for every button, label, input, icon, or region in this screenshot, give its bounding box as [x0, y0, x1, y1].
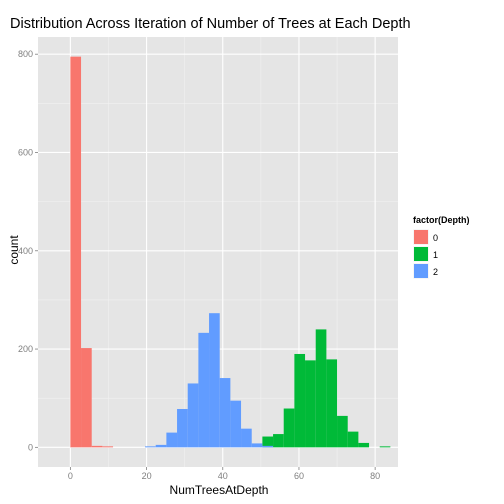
histogram-bar	[102, 446, 114, 448]
x-tick-label: 0	[68, 471, 73, 481]
y-axis-ticks: 0 200 400 600 800	[18, 49, 38, 452]
histogram-bar	[305, 360, 316, 448]
histogram-bar	[230, 400, 242, 448]
y-axis-title: count	[7, 235, 21, 265]
histogram-bar	[347, 431, 359, 448]
histogram-bar	[187, 383, 199, 448]
histogram-bar	[283, 408, 295, 448]
histogram-bar	[198, 332, 210, 448]
histogram-bar	[177, 409, 188, 448]
legend-title: factor(Depth)	[413, 215, 470, 225]
histogram-bar	[81, 348, 92, 448]
histogram-bar	[209, 313, 220, 448]
y-tick-label: 800	[18, 49, 33, 59]
x-axis-title: NumTreesAtDepth	[170, 483, 269, 497]
histogram-bar	[166, 432, 178, 448]
histogram-bar	[337, 415, 348, 448]
grid-minor	[38, 37, 398, 467]
legend-key-swatch	[414, 230, 428, 244]
histogram-bar	[294, 353, 306, 448]
legend-key-swatch	[414, 264, 428, 278]
legend: factor(Depth) 0 1 2	[412, 215, 470, 280]
y-tick-label: 600	[18, 147, 33, 157]
histogram-bar	[326, 359, 338, 448]
histogram-bar	[91, 445, 103, 448]
histogram-bar	[262, 445, 274, 448]
histogram-bar	[155, 444, 167, 448]
y-tick-label: 400	[18, 246, 33, 256]
legend-label: 2	[433, 267, 438, 277]
y-tick-label: 200	[18, 344, 33, 354]
x-axis-ticks: 0 20 40 60 80	[68, 467, 380, 481]
legend-label: 1	[433, 250, 438, 260]
legend-key-swatch	[414, 247, 428, 261]
histogram-bar	[241, 428, 252, 448]
histogram-bar	[251, 443, 263, 448]
x-tick-label: 20	[142, 471, 152, 481]
chart-title: Distribution Across Iteration of Number …	[10, 16, 411, 32]
bars	[70, 56, 391, 448]
histogram-bar	[315, 329, 327, 448]
legend-label: 0	[433, 233, 438, 243]
x-tick-label: 80	[370, 471, 380, 481]
x-tick-label: 40	[218, 471, 228, 481]
histogram-bar	[262, 436, 274, 448]
histogram-bar	[70, 56, 82, 448]
histogram-bar	[273, 434, 284, 448]
histogram-bar	[145, 446, 156, 448]
x-tick-label: 60	[294, 471, 304, 481]
histogram-bar	[219, 378, 231, 448]
y-tick-label: 0	[28, 442, 33, 452]
histogram-bar	[379, 446, 391, 448]
histogram-bar	[358, 442, 370, 448]
